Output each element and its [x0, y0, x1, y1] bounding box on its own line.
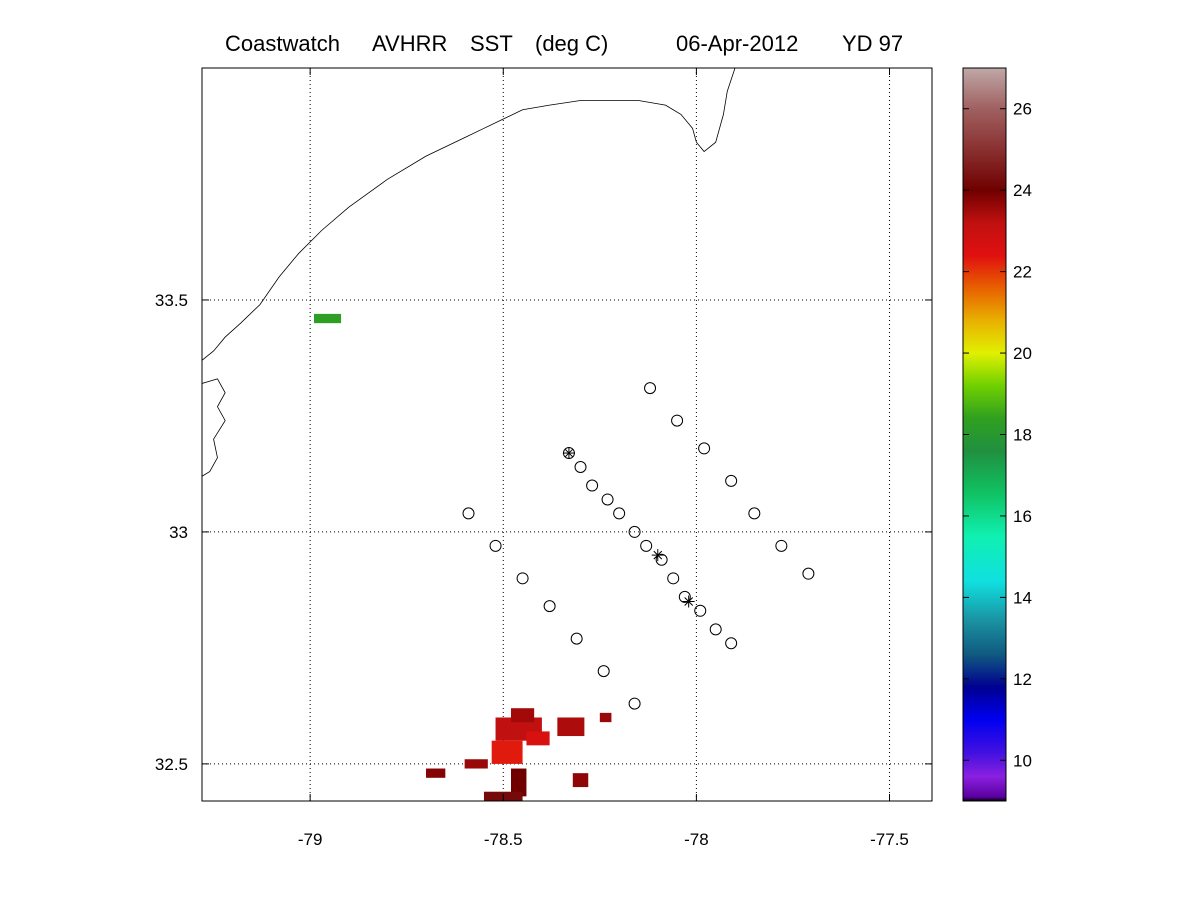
y-tick-label: 33.5	[155, 291, 188, 310]
transect-point	[644, 382, 657, 395]
sst-patch	[526, 731, 550, 746]
transect-point	[775, 539, 788, 552]
transect-point	[462, 507, 475, 520]
transect-point	[640, 539, 653, 552]
title-yearday: YD 97	[842, 31, 903, 56]
transect-point	[489, 539, 502, 552]
sst-patch	[572, 773, 589, 788]
transect-point	[628, 525, 641, 538]
transect-point	[628, 697, 641, 710]
coastline-inlet	[202, 378, 226, 477]
y-tick-label: 32.5	[155, 755, 188, 774]
transect-point	[725, 637, 738, 650]
station-marker	[682, 595, 695, 608]
transect-point	[725, 474, 738, 487]
transect-point	[586, 479, 599, 492]
transect-point	[678, 590, 691, 603]
station-marker	[562, 447, 575, 460]
x-tick-label: -79	[298, 830, 323, 849]
x-tick-label: -78	[684, 830, 709, 849]
colorbar-tick-label: 20	[1013, 344, 1032, 363]
transect-point	[671, 414, 684, 427]
colorbar-tick-label: 26	[1013, 100, 1032, 119]
transect-point	[667, 572, 680, 585]
map-tick-labels: -79 -78.5 -78 -77.5 32.5 33 33.5	[155, 291, 909, 849]
sst-layer	[314, 313, 612, 801]
colorbar: 10 12 14 16 18 20 22 24 26	[962, 67, 1032, 802]
map-panel: -79 -78.5 -78 -77.5 32.5 33 33.5	[155, 67, 933, 849]
sst-patch	[314, 313, 342, 324]
station-marker-d2	[564, 448, 574, 458]
transect-point	[516, 572, 529, 585]
sst-patch	[599, 712, 612, 723]
colorbar-tick-label: 16	[1013, 507, 1032, 526]
station-marker-d2	[684, 597, 694, 606]
map-axis-ticks	[202, 68, 932, 801]
y-tick-label: 33	[169, 523, 188, 542]
map-frame	[201, 67, 933, 802]
x-tick-label: -78.5	[484, 830, 523, 849]
transect-point	[597, 665, 610, 678]
station-marker	[651, 549, 664, 562]
title-units: (deg C)	[535, 31, 608, 56]
coastline	[202, 68, 736, 361]
sst-patch	[557, 717, 585, 737]
transect-point	[694, 604, 707, 617]
sst-patch	[491, 740, 523, 764]
title-variable: SST	[470, 31, 513, 56]
transect-point	[613, 507, 626, 520]
title-sensor: AVHRR	[372, 31, 447, 56]
transect-point	[655, 553, 668, 566]
transect-point	[748, 507, 761, 520]
transect-point	[698, 442, 711, 455]
colorbar-tick-label: 22	[1013, 263, 1032, 282]
sst-patch	[510, 708, 535, 723]
colorbar-ticks: 10 12 14 16 18 20 22 24 26	[963, 100, 1032, 770]
sst-patch	[464, 759, 488, 769]
colorbar-tick-label: 18	[1013, 426, 1032, 445]
grid-lines	[202, 68, 932, 801]
transect-point	[570, 632, 583, 645]
transect-point	[601, 493, 614, 506]
chart-title: Coastwatch AVHRR SST (deg C) 06-Apr-2012…	[225, 31, 903, 56]
transect-points-layer	[462, 382, 815, 710]
colorbar-tick-label: 12	[1013, 670, 1032, 689]
colorbar-tick-label: 24	[1013, 181, 1032, 200]
colorbar-tick-label: 10	[1013, 751, 1032, 770]
transect-point	[802, 567, 815, 580]
station-marker-d2	[653, 550, 663, 560]
title-source: Coastwatch	[225, 31, 340, 56]
colorbar-tick-label: 14	[1013, 588, 1032, 607]
transect-point	[543, 600, 556, 613]
transect-point	[574, 460, 587, 473]
transect-point	[709, 623, 722, 636]
colorbar-gradient	[963, 68, 1006, 801]
sst-patch	[426, 768, 446, 778]
title-date: 06-Apr-2012	[676, 31, 798, 56]
coastline-layer	[202, 68, 736, 477]
sst-patch	[510, 768, 527, 797]
x-tick-label: -77.5	[870, 830, 909, 849]
